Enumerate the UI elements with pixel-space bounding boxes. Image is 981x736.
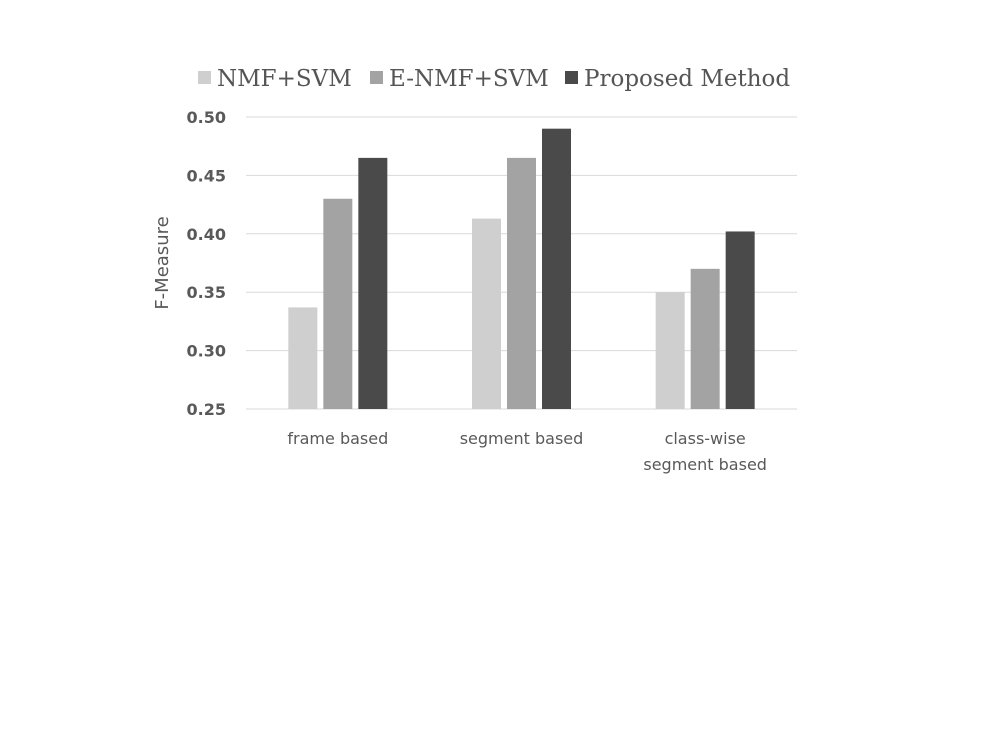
y-tick-label: 0.45 (187, 166, 226, 185)
y-tick-label: 0.25 (187, 400, 226, 419)
legend-swatch (565, 71, 578, 84)
y-tick-label: 0.35 (187, 283, 226, 302)
bar (655, 292, 685, 409)
y-tick-label: 0.30 (187, 342, 226, 361)
x-axis-categories: frame based segment based class-wise segmen… (287, 429, 767, 474)
legend-label: Proposed Method (584, 66, 790, 92)
y-axis-title: F-Measure (152, 216, 173, 309)
x-category-label: segment based (643, 455, 767, 474)
chart-legend: NMF+SVM E-NMF+SVM Proposed Method (198, 66, 790, 92)
x-category-label: segment based (460, 429, 584, 448)
bar (507, 157, 536, 409)
x-category-label: frame based (287, 429, 388, 448)
x-category-label: class-wise (665, 429, 746, 448)
legend-swatch (198, 71, 211, 84)
bar (690, 268, 720, 409)
y-axis-ticks: 0.50 0.45 0.40 0.35 0.30 0.25 (187, 108, 226, 419)
bar (472, 218, 501, 409)
y-tick-label: 0.40 (187, 225, 226, 244)
y-tick-label: 0.50 (187, 108, 226, 127)
bar (725, 231, 755, 409)
legend-label: NMF+SVM (217, 66, 352, 92)
bar (542, 128, 571, 409)
bar (288, 307, 318, 409)
bars (288, 128, 755, 409)
legend-swatch (370, 71, 383, 84)
bar (323, 198, 353, 409)
bar (358, 157, 388, 409)
legend-label: E-NMF+SVM (389, 66, 549, 92)
